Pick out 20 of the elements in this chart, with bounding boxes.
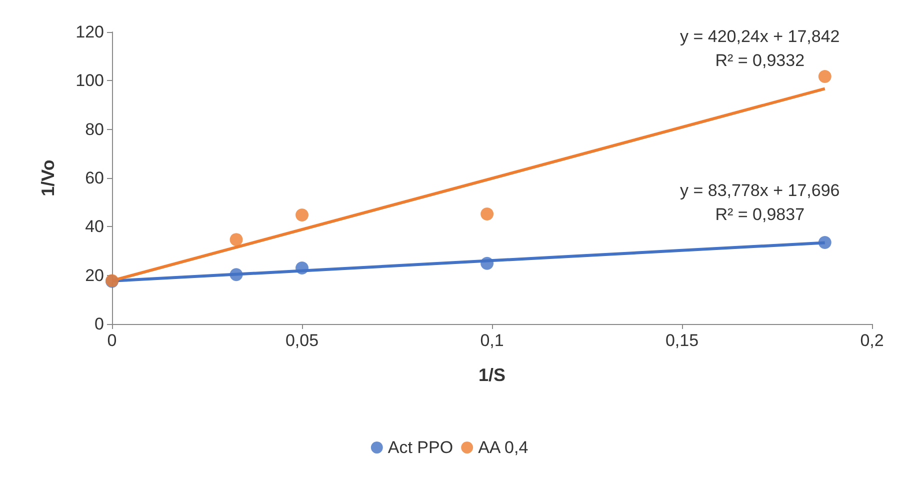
annotation: R² = 0,9837	[715, 205, 805, 224]
y-tick-label: 20	[85, 266, 104, 285]
annotation: y = 83,778x + 17,696	[680, 181, 840, 200]
y-tick-label: 100	[76, 71, 104, 90]
annotation: R² = 0,9332	[715, 51, 805, 70]
legend-label: AA 0,4	[478, 438, 528, 457]
x-tick-label: 0,2	[860, 331, 884, 350]
x-tick-label: 0,15	[665, 331, 699, 350]
legend-label: Act PPO	[388, 438, 454, 457]
x-tick-label: 0	[107, 331, 117, 350]
y-tick-label: 120	[76, 22, 104, 42]
y-tick-label: 0	[94, 314, 104, 334]
x-tick-label: 0,05	[285, 331, 319, 350]
y-tick-label: 60	[85, 168, 104, 188]
y-tick-label: 40	[85, 217, 104, 236]
y-tick-label: 80	[85, 120, 104, 139]
x-axis-title: 1/S	[478, 365, 506, 385]
y-axis-title: 1/Vo	[38, 160, 58, 196]
annotation: y = 420,24x + 17,842	[680, 27, 840, 46]
x-tick-label: 0,1	[480, 331, 504, 350]
